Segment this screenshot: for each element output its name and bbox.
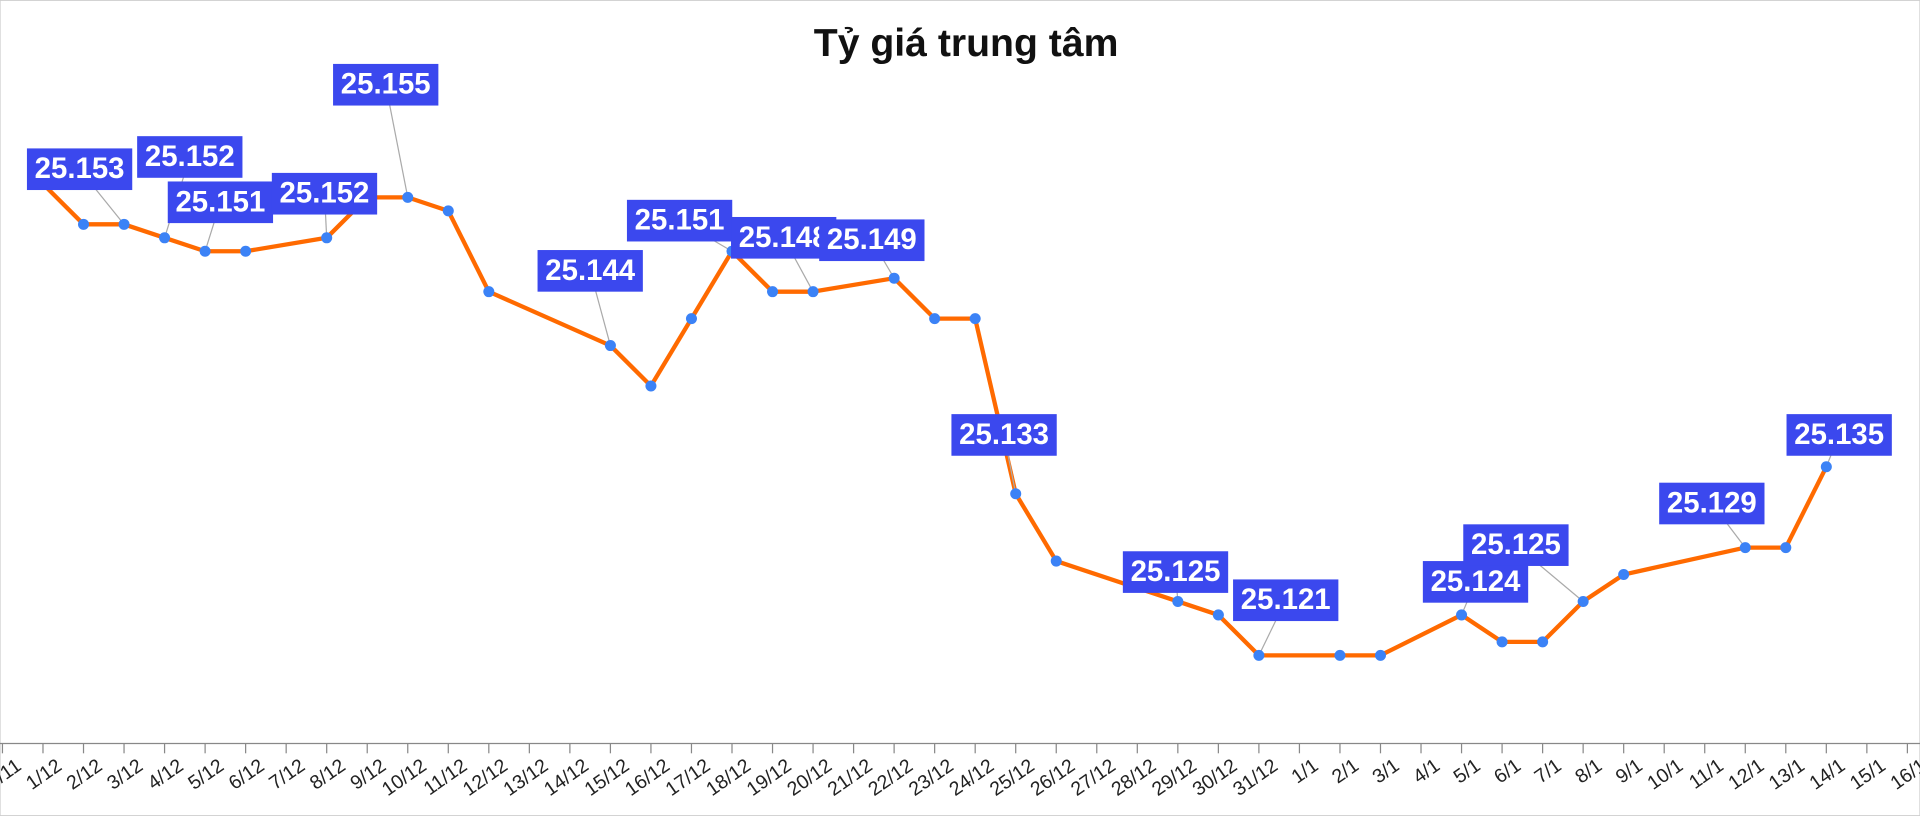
data-label-box [271,172,378,215]
data-label-box [1786,414,1892,456]
data-label: 25.151 [175,185,265,218]
data-point [240,245,252,257]
line-segment [163,235,206,254]
line-segment [1581,572,1625,604]
data-point [402,191,414,203]
data-label-box [333,63,439,106]
data-label: 25.153 [35,152,125,185]
data-point [159,232,171,244]
line-segment [1541,599,1585,644]
line-segment [1216,613,1261,657]
data-point [685,313,697,325]
data-point [1172,595,1184,607]
line-segment [973,318,1018,495]
data-point [929,313,941,325]
data-label: 25.124 [1431,565,1522,598]
data-point [1739,542,1751,554]
data-label-box [137,136,243,178]
data-label-box [819,219,925,262]
data-point [807,286,819,298]
data-label: 25.149 [827,223,917,256]
line-segment [446,209,491,293]
line-segment [245,235,328,254]
line-segment [1623,545,1746,577]
data-point [969,313,981,325]
data-point [442,205,454,217]
data-point [604,340,616,352]
data-label: 25.125 [1131,555,1221,588]
data-point [1050,555,1062,567]
line-segment [1379,613,1463,658]
data-point [888,272,900,284]
data-point [1374,649,1386,661]
line-segment [487,289,612,348]
data-label: 25.129 [1667,487,1757,520]
data-label: 25.125 [1471,528,1561,561]
data-label: 25.152 [145,140,235,173]
data-label: 25.144 [545,254,636,287]
data-point [1780,542,1792,554]
line-segment [1055,559,1179,604]
data-label-box [537,250,643,292]
data-label: 25.151 [635,204,725,237]
data-label-box [26,148,133,191]
data-label: 25.135 [1794,418,1884,451]
data-label-box [1422,561,1529,603]
data-point [1618,569,1630,581]
data-point [321,232,333,244]
line-segment [41,182,86,226]
data-label-box [1122,551,1229,593]
data-point [118,218,130,230]
data-label: 25.152 [280,177,370,210]
data-point [1334,649,1346,661]
data-point [1820,461,1832,473]
line-segment [1177,599,1220,617]
data-point [1537,636,1549,648]
line-segment [123,222,166,240]
data-label: 25.133 [959,418,1049,451]
line-segment [1013,492,1059,563]
data-point [1212,609,1224,621]
data-label: 25.121 [1241,583,1331,616]
data-label-box [951,414,1057,456]
data-label-box [1463,524,1569,566]
chart-title: Tỷ giá trung tâm [814,22,1119,65]
data-point [767,286,779,298]
line-segment [1783,465,1829,549]
data-point [199,245,211,257]
data-label-box [626,199,733,242]
line-segment [689,250,734,320]
line-segment [649,317,694,388]
data-point [1496,636,1508,648]
data-point [1456,609,1468,621]
data-point [1010,488,1022,500]
data-label: 25.148 [739,221,829,254]
data-label-box [1233,579,1339,622]
line-segment [1460,613,1504,644]
data-point [483,286,495,298]
data-label: 25.155 [341,68,431,101]
data-point [645,380,657,392]
data-label-box [731,216,837,259]
line-segment [407,195,449,213]
line-segment [812,276,895,294]
data-point [1253,649,1265,661]
data-label-box [1659,482,1765,525]
line-segment [608,344,653,388]
line-segment [892,276,937,321]
data-point [1577,595,1589,607]
data-point [78,218,90,230]
data-label-box [167,181,274,224]
